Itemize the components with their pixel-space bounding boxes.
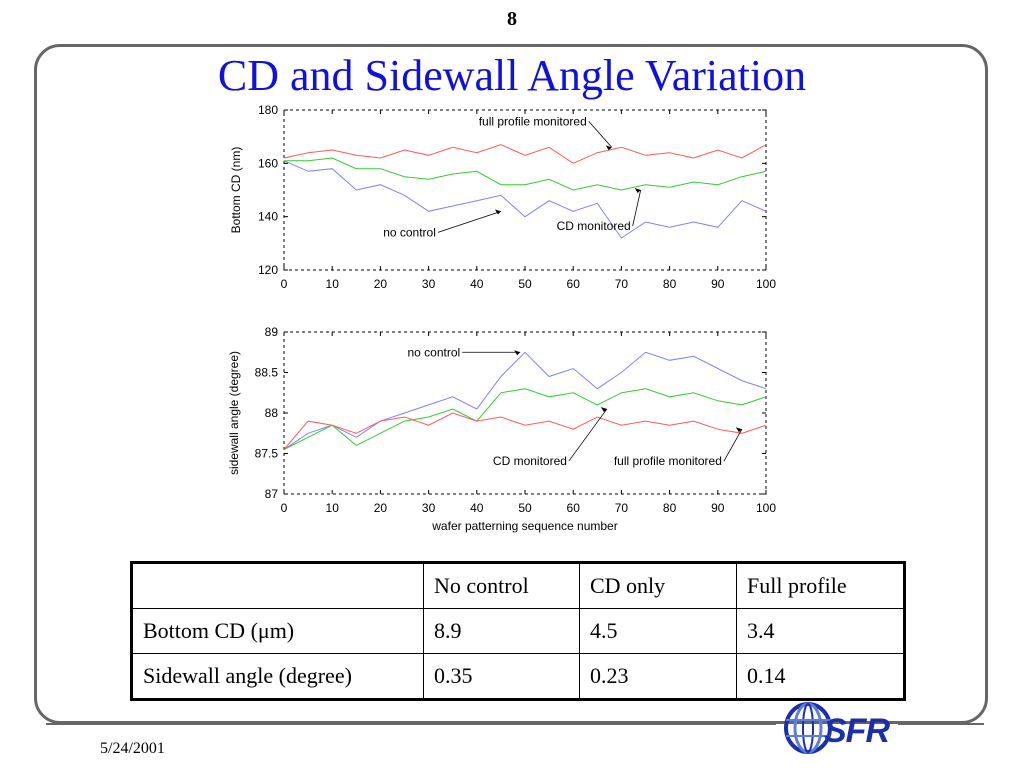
annotation-arrowhead — [735, 427, 742, 433]
x-axis-label: wafer patterning sequence number — [431, 519, 617, 533]
line-charts: 0 10 20 30 40 50 60 70 80 90 100120140160180Bottom… — [227, 103, 776, 533]
y-tick-label: 120 — [258, 263, 278, 277]
x-tick-label: 10 — [326, 501, 340, 515]
annotation-label: CD monitored — [493, 454, 567, 468]
series-line-cd-monitored — [284, 157, 767, 191]
annotation-label: CD monitored — [557, 219, 631, 233]
footer-date: 5/24/2001 — [100, 740, 165, 757]
table-cell: 4.5 — [579, 608, 737, 654]
annotation-label: no control — [383, 225, 436, 239]
y-tick-label: 87 — [265, 487, 279, 501]
slide-frame — [34, 44, 988, 724]
table-cell: 0.35 — [423, 653, 580, 700]
x-tick-label: 40 — [470, 277, 484, 291]
table-row: Bottom CD (μm) 8.9 4.5 3.4 — [131, 608, 905, 654]
table-cell: 3.4 — [736, 608, 905, 654]
x-tick-label: 40 — [470, 501, 484, 515]
annotation-label: full profile monitored — [479, 114, 587, 128]
y-tick-label: 180 — [258, 103, 278, 117]
annotation-arrowhead — [514, 350, 521, 356]
footer-divider — [46, 723, 776, 725]
summary-table: No control CD only Full profile Bottom C… — [130, 561, 906, 701]
x-tick-label: 90 — [711, 501, 725, 515]
table-header-cell: CD only — [579, 562, 737, 609]
x-tick-label: 80 — [663, 277, 677, 291]
y-axis-label: sidewall angle (degree) — [227, 351, 241, 475]
table-cell: Bottom CD (μm) — [131, 608, 424, 654]
x-tick-label: 80 — [663, 501, 677, 515]
y-tick-label: 140 — [258, 210, 278, 224]
table-row: Sidewall angle (degree) 0.35 0.23 0.14 — [131, 653, 905, 700]
table-header-row: No control CD only Full profile — [131, 562, 905, 609]
y-tick-label: 160 — [258, 156, 278, 170]
x-tick-label: 100 — [756, 501, 776, 515]
page-number: 8 — [507, 8, 517, 30]
series-line-full-profile — [283, 412, 767, 450]
x-tick-label: 30 — [422, 277, 436, 291]
logo-text: SFR — [824, 712, 890, 750]
x-tick-label: 70 — [615, 277, 629, 291]
y-tick-label: 89 — [265, 325, 279, 339]
table-cell: Sidewall angle (degree) — [131, 653, 424, 700]
annotation-arrow — [568, 408, 608, 462]
table-cell: 0.14 — [736, 653, 905, 700]
annotation-arrow — [588, 121, 613, 148]
series-line-full-profile — [283, 144, 767, 164]
annotation-arrowhead — [494, 209, 501, 215]
x-tick-label: 30 — [422, 501, 436, 515]
x-tick-label: 20 — [374, 277, 388, 291]
x-tick-label: 50 — [518, 277, 532, 291]
globe-logo-icon — [784, 702, 832, 754]
footer-divider — [898, 723, 984, 725]
plot-area — [283, 109, 767, 271]
y-axis-label: Bottom CD (nm) — [229, 147, 243, 234]
annotation-arrowhead — [605, 145, 612, 151]
y-tick-label: 88.5 — [255, 366, 279, 380]
x-tick-label: 20 — [374, 501, 388, 515]
x-tick-label: 90 — [711, 277, 725, 291]
table-header-cell — [131, 562, 424, 609]
y-tick-label: 88 — [265, 406, 279, 420]
x-tick-label: 100 — [756, 277, 776, 291]
x-tick-label: 60 — [567, 277, 581, 291]
x-tick-label: 50 — [518, 501, 532, 515]
annotation-arrowhead — [600, 406, 607, 412]
x-tick-label: 0 — [281, 277, 288, 291]
table-header-cell: No control — [423, 562, 580, 609]
annotation-arrow — [437, 210, 502, 233]
series-line-no-control — [283, 160, 767, 239]
x-tick-label: 0 — [281, 501, 288, 515]
x-tick-label: 60 — [567, 501, 581, 515]
annotation-arrow — [723, 429, 743, 462]
series-line-cd-monitored — [283, 388, 767, 450]
annotation-label: no control — [407, 345, 460, 359]
slide-title: CD and Sidewall Angle Variation — [217, 51, 807, 100]
annotation-arrow — [632, 189, 642, 227]
table-cell: 0.23 — [579, 653, 737, 700]
table-cell: 8.9 — [423, 608, 580, 654]
annotation-arrowhead — [634, 188, 641, 193]
table-header-cell: Full profile — [736, 562, 905, 609]
x-tick-label: 10 — [326, 277, 340, 291]
x-tick-label: 70 — [615, 501, 629, 515]
annotation-label: full profile monitored — [614, 454, 722, 468]
y-tick-label: 87.5 — [255, 447, 279, 461]
plot-area — [283, 331, 767, 495]
series-line-no-control — [283, 351, 767, 450]
